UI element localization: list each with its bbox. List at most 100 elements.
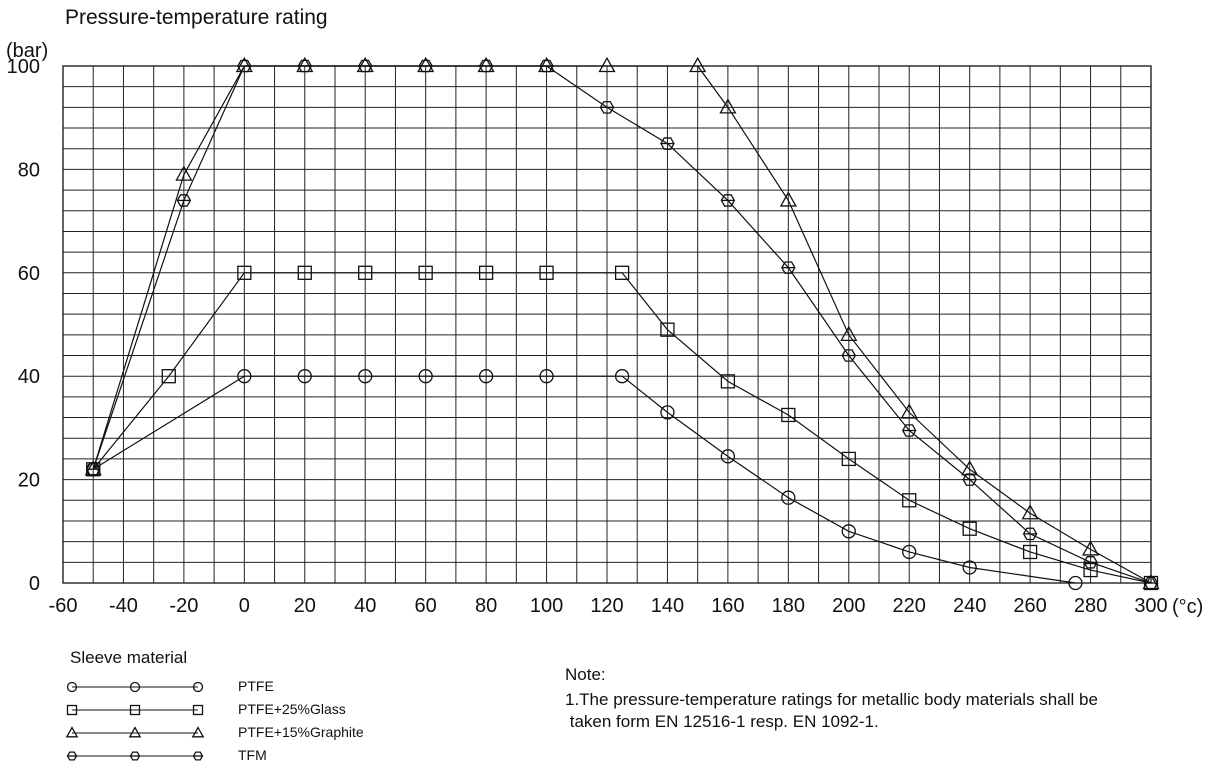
data-point-tfm (660, 137, 675, 150)
x-axis-label: (°c) (1172, 596, 1203, 618)
x-tick-label: 180 (772, 595, 805, 617)
x-tick-label: 240 (953, 595, 986, 617)
legend-swatch-ptfe-25-glass (66, 704, 204, 716)
legend-item-tfm: TFM (62, 747, 267, 765)
note-line-2: taken form EN 12516-1 resp. EN 1092-1. (565, 712, 879, 731)
data-point-ptfe-25-glass (841, 451, 856, 467)
data-point-tfm (901, 424, 917, 437)
data-point-ptfe-25-glass (478, 265, 494, 280)
legend-item-ptfe: PTFE (62, 678, 274, 696)
data-point-ptfe-25-glass (902, 493, 917, 508)
x-tick-label: -20 (169, 595, 198, 617)
legend-marker (192, 704, 204, 716)
data-point-ptfe-25-glass (418, 265, 433, 280)
data-point-ptfe (539, 369, 554, 384)
data-point-tfm (962, 473, 977, 486)
x-tick-label: 100 (530, 595, 563, 617)
legend-marker (129, 704, 141, 716)
data-point-ptfe-25-glass (161, 369, 176, 384)
axes: -60 -40 -20 0 20 40 60 80 100 120 140 160 180 200 220 2… (6, 40, 1203, 618)
data-point-tfm (539, 59, 554, 73)
series-line-ptfe-25-glass (92, 272, 1152, 584)
y-tick-label: 0 (29, 573, 40, 595)
data-point-ptfe (614, 369, 630, 384)
legend-swatch-tfm (66, 751, 204, 761)
y-tick-label: 60 (18, 263, 40, 285)
y-tick-label: 20 (18, 470, 40, 492)
x-tick-label: 60 (415, 595, 437, 617)
data-point-ptfe-15-graphite (598, 56, 616, 73)
y-tick-label: 80 (18, 159, 40, 181)
legend-marker (129, 751, 141, 761)
chart-title: Pressure-temperature rating (65, 6, 328, 29)
data-point-ptfe-25-glass (781, 407, 796, 423)
data-point-ptfe-25-glass (660, 322, 675, 337)
data-point-ptfe-25-glass (297, 265, 312, 280)
data-point-ptfe-25-glass (358, 265, 373, 280)
grid (62, 65, 1152, 584)
legend-swatch-ptfe (66, 681, 204, 693)
x-tick-label: 280 (1074, 595, 1107, 617)
x-tick-label: 80 (475, 595, 497, 617)
x-tick-label: 160 (711, 595, 744, 617)
data-point-ptfe-25-glass (237, 265, 252, 280)
data-point-ptfe-15-graphite (689, 56, 707, 73)
data-point-ptfe-25-glass (614, 265, 630, 280)
data-point-tfm (297, 59, 313, 73)
data-point-ptfe-25-glass (1083, 562, 1098, 578)
y-tick-label: 40 (18, 366, 40, 388)
data-point-ptfe (902, 544, 917, 560)
data-point-tfm (1083, 556, 1098, 569)
data-point-ptfe (720, 449, 736, 464)
legend-swatch-ptfe-15-graphite (65, 726, 205, 738)
data-point-ptfe (1068, 575, 1083, 591)
legend-marker (191, 726, 205, 738)
legend-item-ptfe-15-graphite: PTFE+15%Graphite (62, 724, 364, 742)
x-tick-label: 140 (651, 595, 684, 617)
legend-label: PTFE+15%Graphite (238, 724, 364, 740)
legend-marker (128, 726, 142, 738)
note-line-1: 1.The pressure-temperature ratings for m… (565, 690, 1098, 709)
series-layer (84, 56, 1160, 591)
legend-marker (192, 681, 204, 693)
legend-marker (192, 751, 204, 761)
data-point-ptfe (478, 369, 494, 384)
legend-label: PTFE+25%Glass (238, 701, 346, 717)
data-point-tfm (720, 194, 736, 207)
data-point-tfm (599, 101, 615, 114)
data-point-tfm (478, 59, 494, 73)
note-title: Note: (565, 665, 606, 684)
x-tick-label: 300 (1134, 595, 1167, 617)
data-point-tfm (1022, 527, 1038, 541)
data-point-tfm (357, 59, 373, 73)
legend-item-ptfe-25-glass: PTFE+25%Glass (62, 701, 346, 719)
x-tick-label: 220 (893, 595, 926, 617)
legend-marker (66, 681, 78, 693)
legend-label: TFM (238, 747, 267, 763)
data-point-tfm (841, 349, 857, 362)
legend-label: PTFE (238, 678, 274, 694)
series-line-ptfe-15-graphite (92, 65, 1152, 584)
data-point-ptfe-25-glass (539, 265, 554, 280)
x-tick-label: 40 (354, 595, 376, 617)
data-point-tfm (176, 194, 192, 207)
x-tick-label: 200 (832, 595, 865, 617)
data-point-ptfe (358, 369, 373, 384)
data-point-ptfe (660, 405, 675, 420)
data-point-ptfe (962, 560, 977, 575)
legend-marker (66, 704, 78, 716)
x-tick-label: 0 (239, 595, 250, 617)
data-point-ptfe-15-graphite (840, 325, 858, 342)
data-point-tfm (85, 462, 101, 476)
legend-marker (129, 681, 141, 693)
y-tick-label: 100 (7, 56, 40, 78)
data-point-tfm (237, 59, 252, 73)
data-point-ptfe-25-glass (720, 374, 736, 389)
x-tick-label: 120 (590, 595, 623, 617)
x-tick-label: 20 (294, 595, 316, 617)
data-point-tfm (781, 261, 796, 274)
data-point-ptfe-15-graphite (1021, 504, 1039, 520)
x-tick-label: 260 (1013, 595, 1046, 617)
data-point-ptfe-15-graphite (961, 460, 979, 476)
